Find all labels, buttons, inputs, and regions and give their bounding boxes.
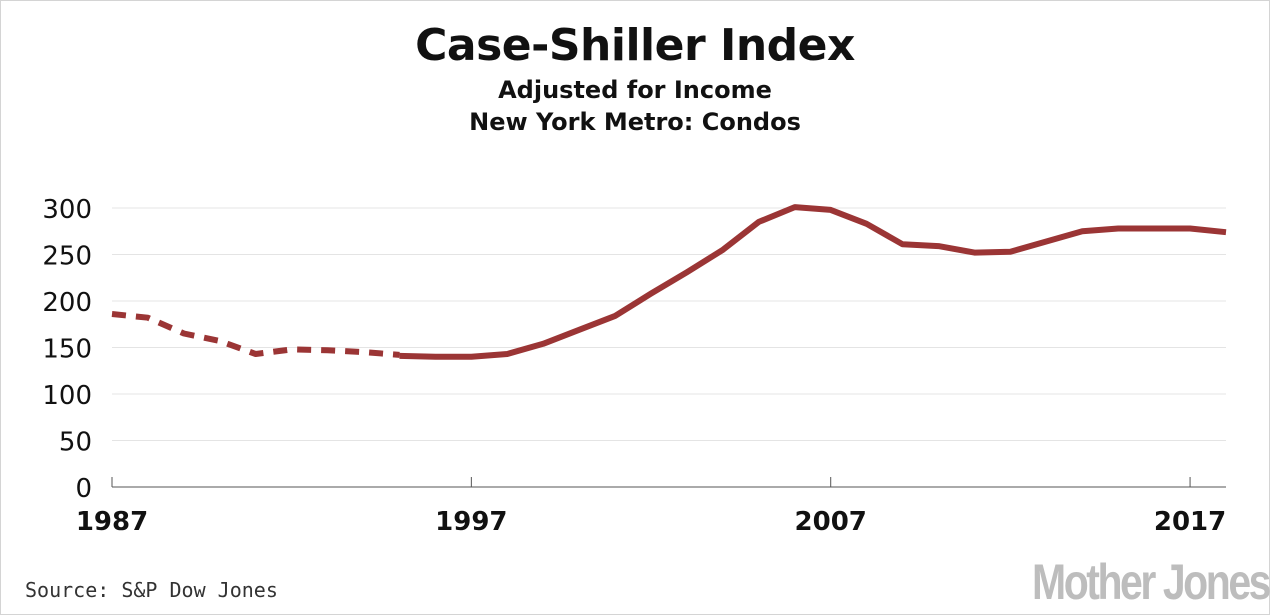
x-tick-label-2: 2007 [795, 507, 867, 537]
y-tick-label-3: 150 [42, 335, 92, 365]
tick-labels: 0 50 100 150 200 250 300 1987 1997 2007 2017 [42, 195, 1226, 537]
series-lines [111, 204, 1227, 360]
y-tick-label-0: 0 [75, 474, 92, 504]
y-tick-label-4: 200 [42, 288, 92, 318]
y-tick-label-1: 50 [59, 428, 92, 458]
chart-subtitle-1: Adjusted for Income [498, 76, 772, 104]
y-tick-label-6: 300 [42, 195, 92, 225]
x-tick-label-1: 1997 [435, 507, 507, 537]
y-tick-label-2: 100 [42, 381, 92, 411]
y-tick-label-5: 250 [42, 242, 92, 272]
chart-title: Case-Shiller Index [415, 20, 855, 71]
series-line-0-dashed [111, 311, 400, 358]
axes [111, 477, 1226, 488]
source-note: Source: S&P Dow Jones [25, 578, 278, 602]
grid-lines [112, 207, 1226, 441]
x-tick-label-0: 1987 [76, 507, 148, 537]
series-line-1-solid [399, 204, 1227, 360]
mother-jones-logo: Mother Jones [1032, 554, 1270, 610]
chart-subtitle-2: New York Metro: Condos [469, 108, 801, 136]
x-tick-label-3: 2017 [1154, 507, 1226, 537]
